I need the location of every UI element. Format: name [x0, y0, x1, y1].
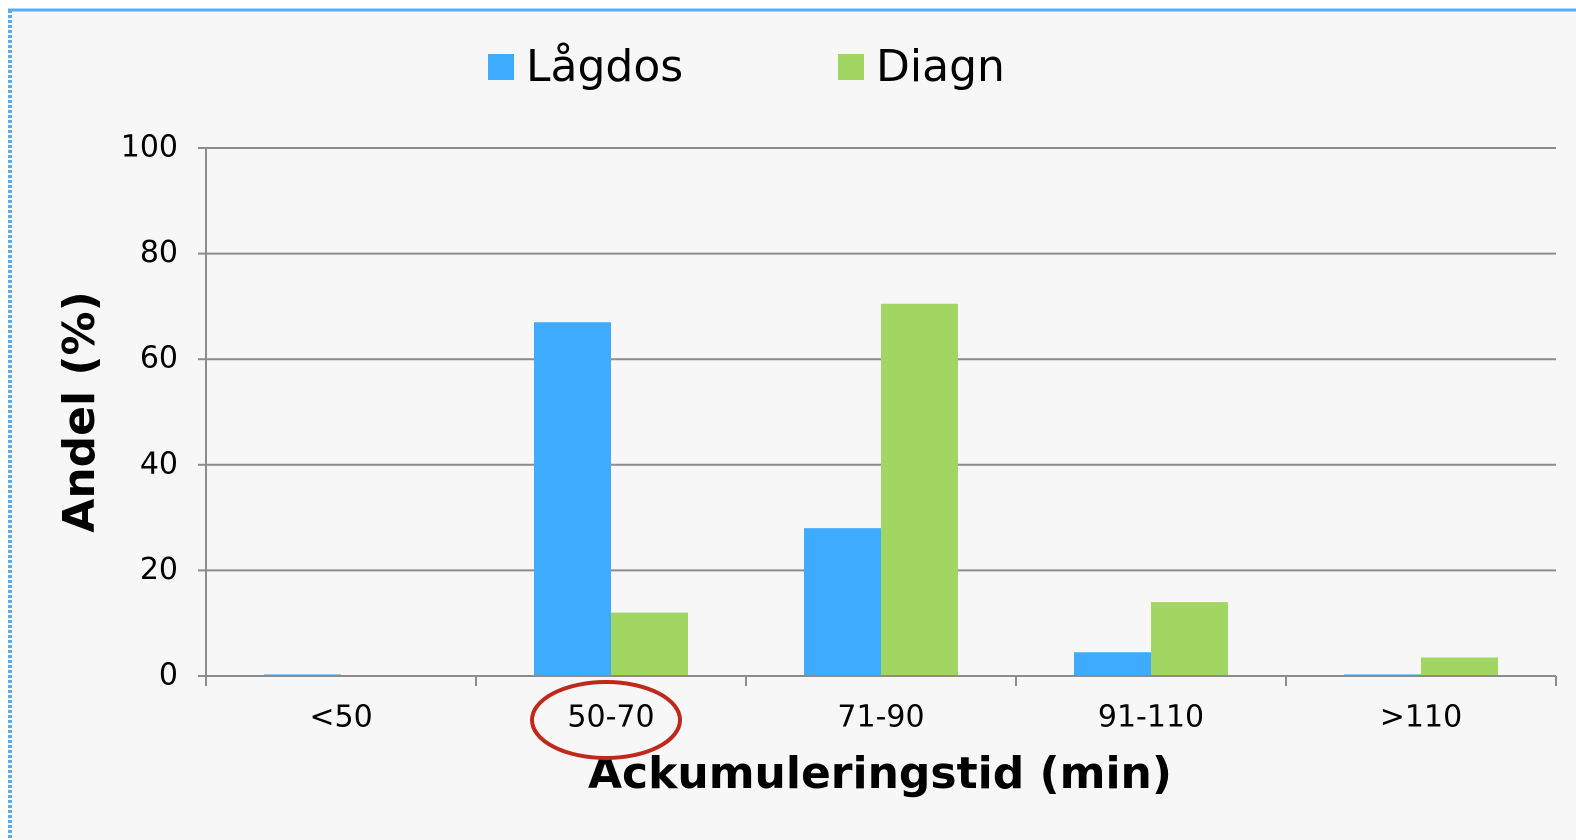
bar	[1421, 657, 1498, 676]
y-tick-label: 100	[121, 130, 178, 165]
y-axis-title: Andel (%)	[54, 291, 105, 532]
bar	[611, 612, 688, 676]
y-tick-label: 0	[159, 658, 178, 693]
y-tick-label: 20	[140, 552, 178, 587]
x-tick-label: 91-110	[1098, 700, 1204, 735]
chart-background	[8, 10, 1576, 840]
y-tick-label: 80	[140, 235, 178, 270]
bar	[1074, 652, 1151, 676]
x-axis-title: Ackumuleringstid (min)	[588, 748, 1172, 799]
x-tick-label: 71-90	[837, 700, 924, 735]
bar	[804, 528, 881, 676]
legend-swatch	[838, 54, 864, 80]
bar	[1151, 602, 1228, 676]
x-tick-label: <50	[309, 700, 372, 735]
bar	[881, 303, 958, 676]
legend-label: Lågdos	[526, 41, 683, 92]
bar	[534, 322, 611, 676]
highlight-circle	[530, 680, 682, 760]
x-tick-label: 50-70	[567, 700, 654, 735]
y-tick-label: 40	[140, 446, 178, 481]
y-tick-label: 60	[140, 341, 178, 376]
x-tick-label: >110	[1380, 700, 1462, 735]
legend-label: Diagn	[876, 41, 1005, 92]
legend-swatch	[488, 54, 514, 80]
